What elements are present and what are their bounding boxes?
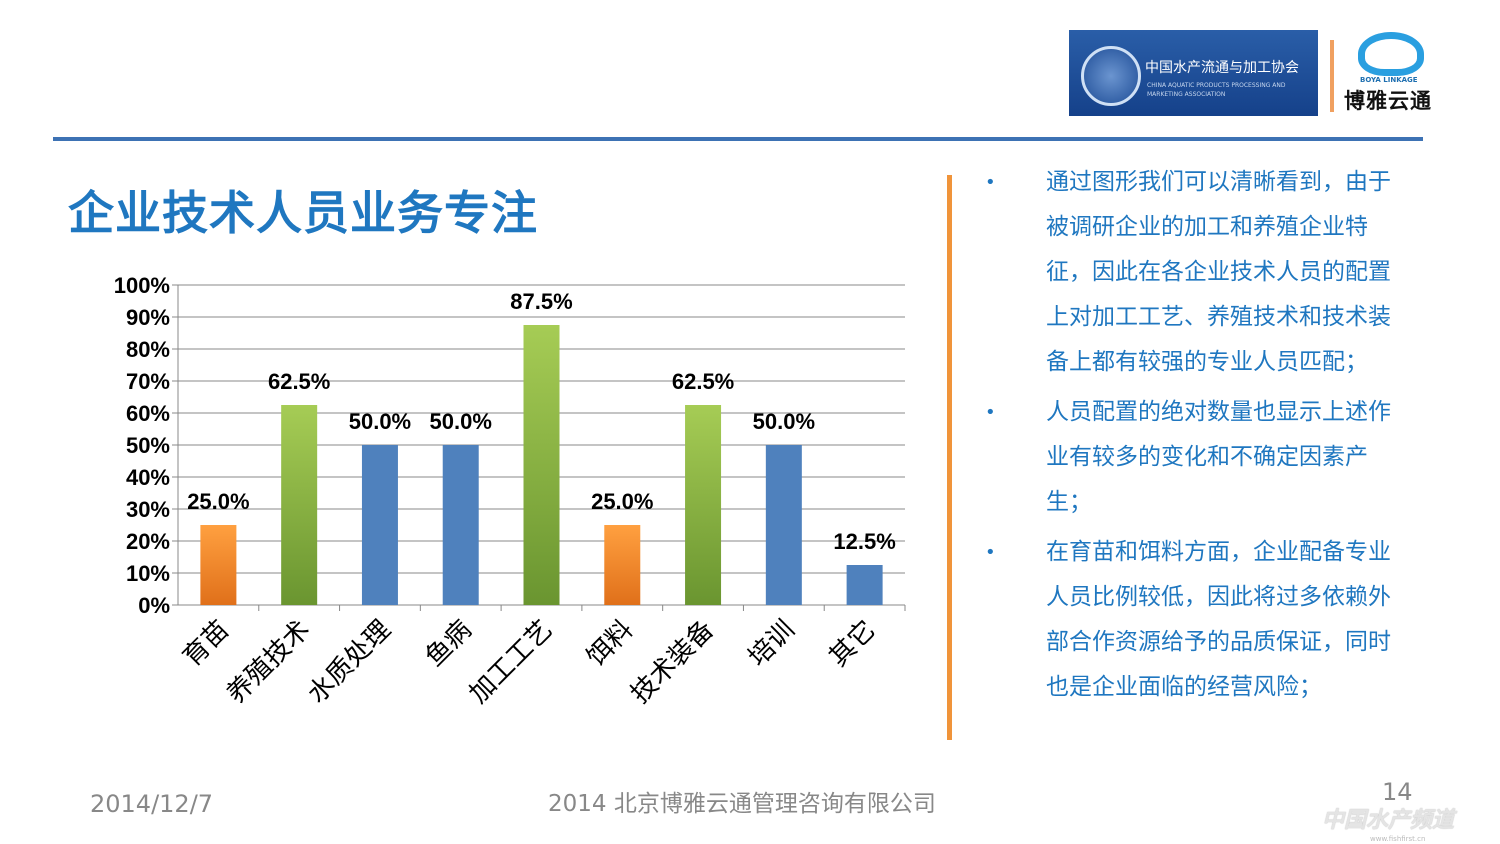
- y-tick-label: 100%: [114, 273, 170, 298]
- bar: [200, 525, 237, 605]
- bullet-text: 在育苗和饵料方面，企业配备专业人员比例较低，因此将过多依赖外部合作资源给予的品质…: [1046, 539, 1391, 700]
- data-label: 62.5%: [268, 369, 330, 394]
- bar: [765, 445, 802, 605]
- bar: [604, 525, 641, 605]
- bullet-item: • 在育苗和饵料方面，企业配备专业人员比例较低，因此将过多依赖外部合作资源给予的品…: [985, 530, 1405, 710]
- y-tick-label: 20%: [126, 529, 170, 554]
- logo-divider: [1330, 40, 1334, 112]
- data-label: 50.0%: [753, 409, 815, 434]
- y-tick-label: 40%: [126, 465, 170, 490]
- association-name-en: CHINA AQUATIC PRODUCTS PROCESSING AND MA…: [1147, 82, 1286, 98]
- bar: [361, 445, 398, 605]
- bullet-icon: •: [985, 402, 996, 423]
- y-tick-label: 50%: [126, 433, 170, 458]
- bullet-icon: •: [985, 542, 996, 563]
- watermark-url: www.fishfirst.cn: [1370, 835, 1426, 843]
- bullet-item: • 人员配置的绝对数量也显示上述作业有较多的变化和不确定因素产生；: [985, 390, 1405, 525]
- y-tick-label: 70%: [126, 369, 170, 394]
- slide-title: 企业技术人员业务专注: [68, 186, 538, 240]
- y-tick-label: 90%: [126, 305, 170, 330]
- y-tick-label: 80%: [126, 337, 170, 362]
- x-tick-label: 育苗: [177, 614, 235, 672]
- bullet-icon: •: [985, 172, 996, 193]
- x-tick-label: 养殖技术: [221, 614, 316, 709]
- bar: [442, 445, 479, 605]
- x-tick-label: 鱼病: [419, 614, 477, 672]
- bullet-item: • 通过图形我们可以清晰看到，由于被调研企业的加工和养殖企业特征，因此在各企业技术…: [985, 160, 1405, 385]
- footer-date: 2014/12/7: [90, 790, 214, 818]
- page-number: 14: [1382, 778, 1413, 806]
- data-label: 62.5%: [672, 369, 734, 394]
- bullet-list: • 通过图形我们可以清晰看到，由于被调研企业的加工和养殖企业特征，因此在各企业技术…: [985, 160, 1405, 715]
- data-label: 50.0%: [349, 409, 411, 434]
- bar: [281, 405, 318, 605]
- boya-logo-en: BOYA LINKAGE: [1360, 76, 1418, 84]
- y-tick-label: 30%: [126, 497, 170, 522]
- bar: [846, 565, 883, 605]
- x-tick-label: 其它: [823, 614, 881, 672]
- bar-chart: 0% 10% 20% 30% 40% 50% 60% 70% 80% 90% 100% 25.0% 育苗…: [114, 273, 906, 709]
- x-tick-label: 加工工艺: [463, 614, 558, 709]
- data-label: 25.0%: [591, 489, 653, 514]
- bullet-text: 通过图形我们可以清晰看到，由于被调研企业的加工和养殖企业特征，因此在各企业技术人…: [1046, 169, 1391, 375]
- divider-bar: [947, 175, 952, 740]
- data-label: 12.5%: [833, 529, 895, 554]
- x-tick-label: 水质处理: [301, 614, 396, 709]
- y-tick-label: 60%: [126, 401, 170, 426]
- footer-company: 2014 北京博雅云通管理咨询有限公司: [548, 791, 936, 817]
- bar: [685, 405, 722, 605]
- bar: [523, 325, 560, 605]
- x-tick-label: 饵料: [581, 614, 639, 672]
- y-tick-label: 10%: [126, 561, 170, 586]
- bullet-text: 人员配置的绝对数量也显示上述作业有较多的变化和不确定因素产生；: [1046, 399, 1391, 515]
- header-rule: [53, 137, 1423, 141]
- x-tick-label: 培训: [742, 614, 800, 672]
- association-name: 中国水产流通与加工协会: [1145, 60, 1299, 76]
- data-label: 25.0%: [187, 489, 249, 514]
- data-label: 50.0%: [430, 409, 492, 434]
- x-tick-label: 技术装备: [625, 614, 720, 709]
- boya-logo: BOYA LINKAGE 博雅云通: [1344, 30, 1440, 116]
- seal-icon: [1081, 46, 1141, 106]
- cloud-icon: [1358, 32, 1424, 76]
- data-label: 87.5%: [510, 289, 572, 314]
- watermark: 中国水产频道: [1322, 808, 1455, 833]
- y-tick-label: 0%: [138, 593, 170, 618]
- boya-logo-cn: 博雅云通: [1344, 89, 1432, 113]
- association-logo: 中国水产流通与加工协会 CHINA AQUATIC PRODUCTS PROCE…: [1069, 30, 1318, 116]
